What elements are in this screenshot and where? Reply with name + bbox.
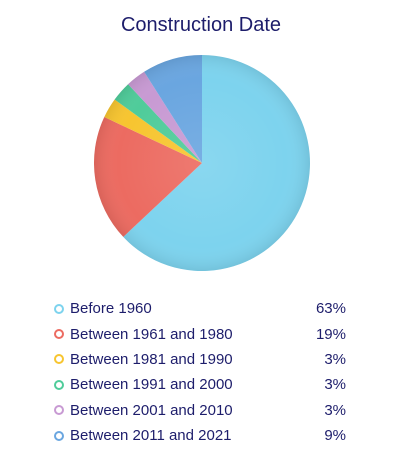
chart-title: Construction Date bbox=[120, 14, 282, 36]
legend-marker-icon bbox=[54, 329, 64, 340]
chart-legend: Before 1960 63% Between 1961 and 1980 19% Be… bbox=[54, 296, 346, 448]
legend-marker-icon bbox=[54, 303, 64, 314]
legend-value: 3% bbox=[324, 401, 346, 419]
legend-item[interactable]: Before 1960 63% bbox=[54, 296, 346, 321]
legend-value: 3% bbox=[324, 376, 346, 394]
legend-item[interactable]: Between 1981 and 1990 3% bbox=[54, 347, 346, 372]
legend-item[interactable]: Between 1961 and 1980 19% bbox=[54, 321, 346, 346]
legend-label: Between 1991 and 2000 bbox=[70, 376, 233, 394]
legend-marker-icon bbox=[54, 354, 64, 365]
legend-label: Between 2011 and 2021 bbox=[70, 427, 232, 445]
legend-value: 3% bbox=[324, 350, 346, 368]
legend-value: 63% bbox=[315, 300, 346, 318]
legend-label: Between 1981 and 1990 bbox=[70, 350, 233, 368]
legend-value: 9% bbox=[324, 427, 346, 445]
legend-marker-icon bbox=[54, 405, 64, 416]
legend-label: Between 1961 and 1980 bbox=[70, 325, 233, 343]
legend-value: 19% bbox=[315, 325, 346, 343]
legend-marker-icon bbox=[54, 379, 64, 390]
pie-chart bbox=[94, 55, 310, 271]
legend-item[interactable]: Between 2011 and 2021 9% bbox=[54, 423, 346, 448]
legend-item[interactable]: Between 2001 and 2010 3% bbox=[54, 398, 346, 423]
legend-marker-icon bbox=[54, 430, 64, 441]
legend-item[interactable]: Between 1991 and 2000 3% bbox=[54, 372, 346, 397]
legend-label: Between 2001 and 2010 bbox=[70, 401, 233, 419]
legend-label: Before 1960 bbox=[70, 300, 152, 318]
